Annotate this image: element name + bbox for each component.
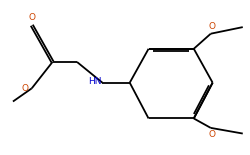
Text: O: O bbox=[207, 130, 214, 139]
Text: HN: HN bbox=[88, 77, 101, 86]
Text: O: O bbox=[28, 13, 35, 22]
Text: O: O bbox=[21, 84, 28, 93]
Text: O: O bbox=[207, 22, 214, 31]
